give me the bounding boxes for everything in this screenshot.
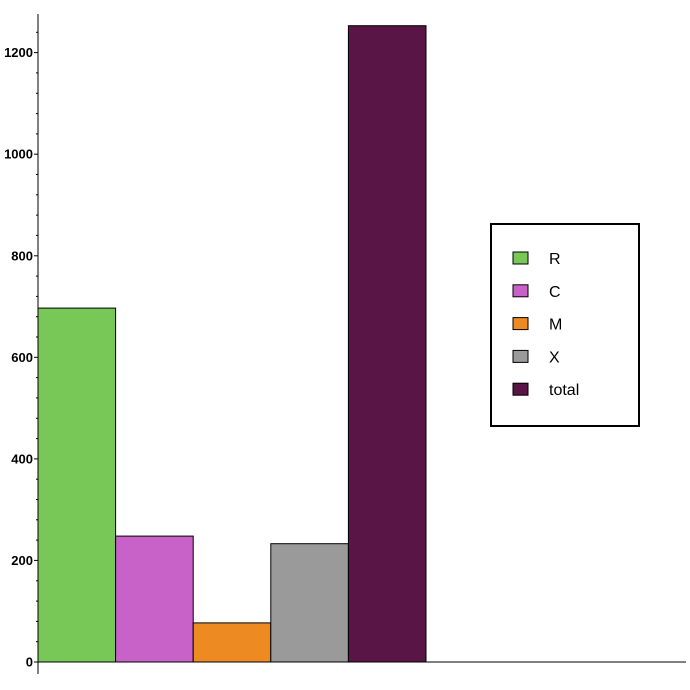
legend-label-total: total <box>549 382 579 399</box>
y-tick-label: 200 <box>11 553 33 568</box>
legend-label-m: M <box>549 317 562 334</box>
bar-r <box>37 307 117 663</box>
bars-group <box>37 25 427 663</box>
bar-x <box>270 543 349 663</box>
legend-swatch-c <box>512 284 529 298</box>
legend-swatch-r <box>512 251 529 265</box>
legend-swatch-x <box>512 349 529 363</box>
bar-m <box>192 622 272 663</box>
y-tick-label: 1000 <box>4 147 33 162</box>
legend-label-x: X <box>549 349 560 366</box>
legend-label-r: R <box>549 251 561 268</box>
axes-group <box>37 14 686 674</box>
y-tick-label: 600 <box>11 350 33 365</box>
y-ticks-group: 0 200 400 600 800 1000 1200 <box>4 31 38 670</box>
legend-swatch-m <box>512 317 529 331</box>
y-tick-label: 0 <box>26 655 33 670</box>
y-tick-label: 1200 <box>4 45 33 60</box>
bar-c <box>115 535 194 663</box>
legend-swatch-total <box>512 382 529 396</box>
y-tick-label: 800 <box>11 248 33 263</box>
y-tick-label: 400 <box>11 451 33 466</box>
bar-total <box>347 25 427 663</box>
legend-label-c: C <box>549 284 561 301</box>
